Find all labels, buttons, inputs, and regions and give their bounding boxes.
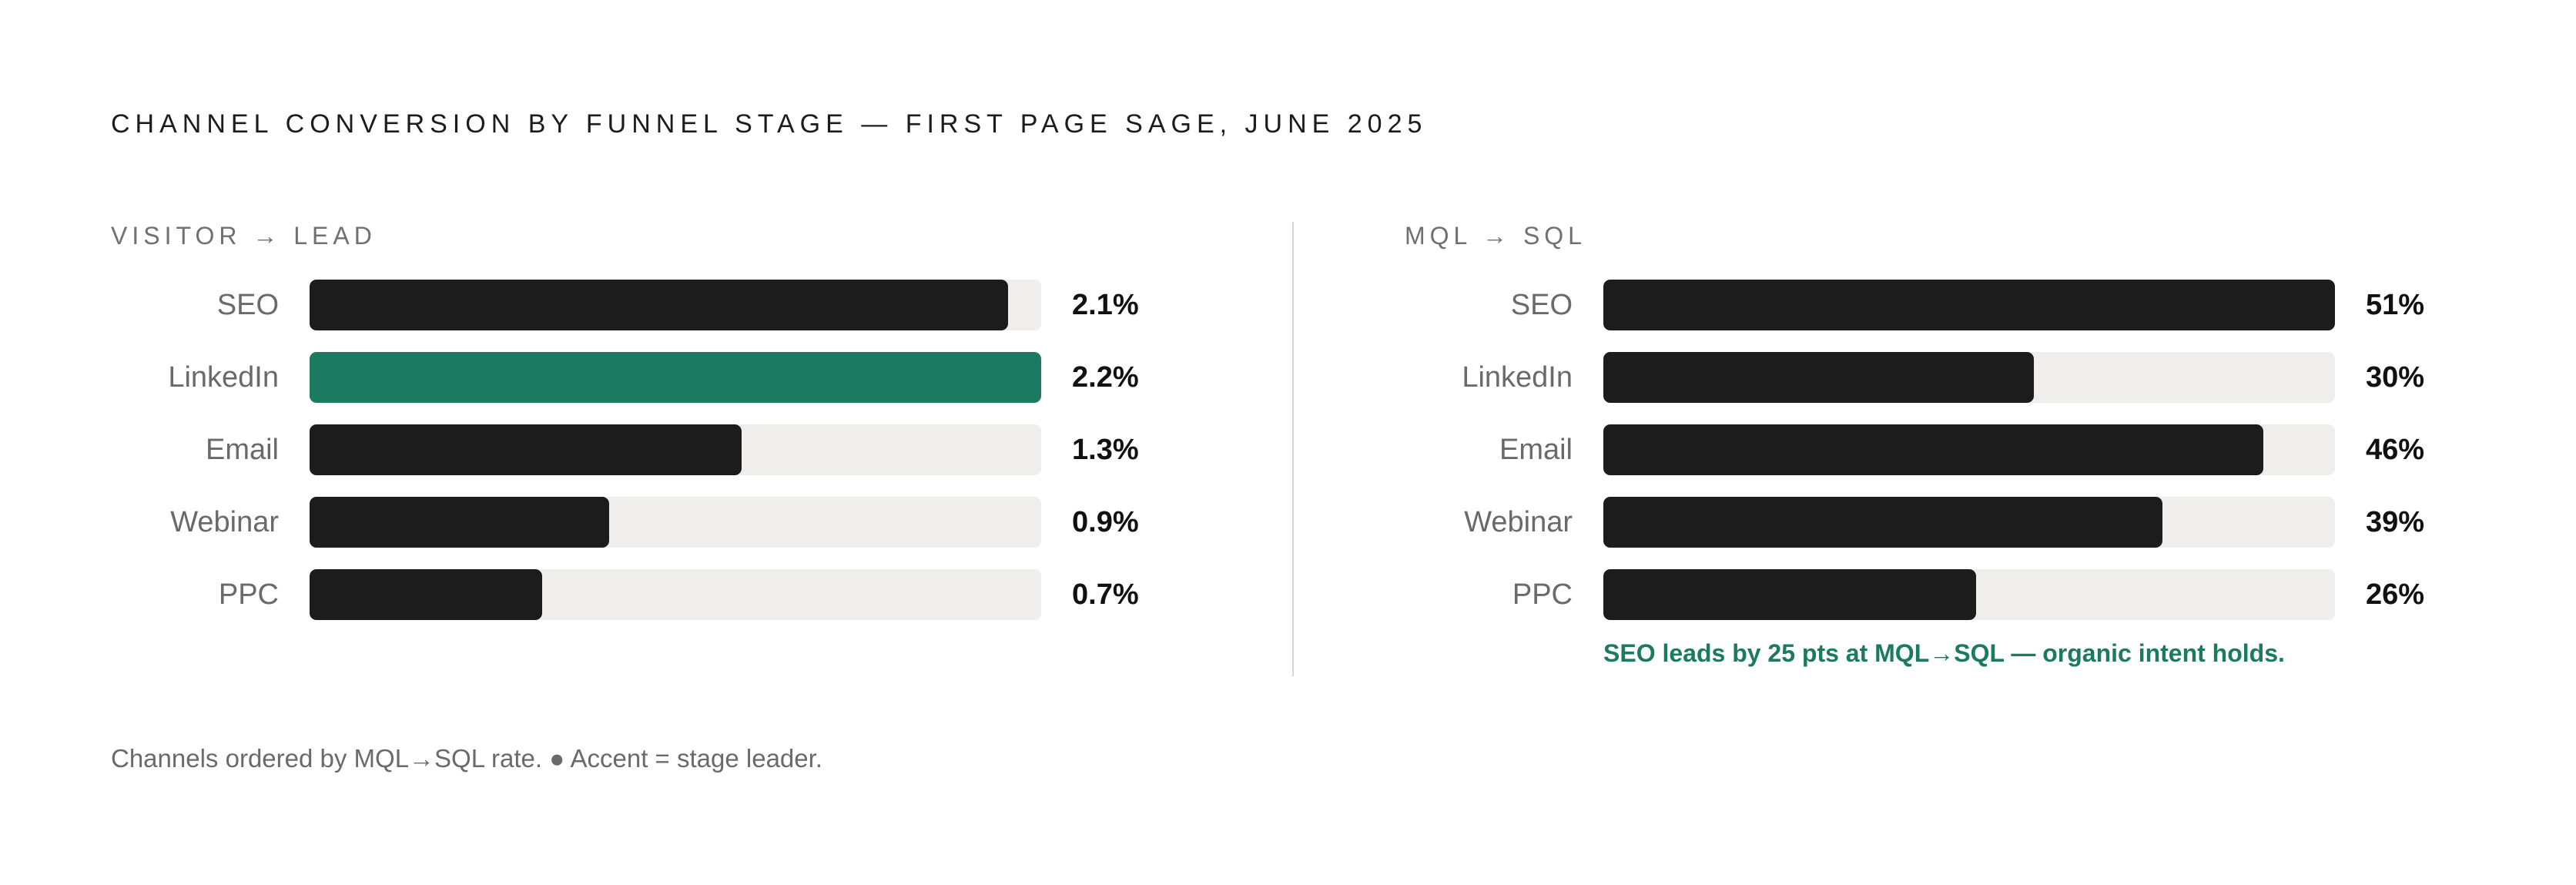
bar-email xyxy=(1603,424,2263,475)
bar-linkedin xyxy=(310,352,1041,403)
category-label: Email xyxy=(205,434,279,466)
bar-row: PPC 26% xyxy=(1405,569,2576,620)
panel-title-visitor-to-lead: VISITOR → LEAD xyxy=(111,222,377,250)
panel-mql-to-sql: MQL → SQL SEO 51% LinkedIn 30% Email 46% Webin… xyxy=(1405,222,2576,684)
bar-seo xyxy=(1603,280,2335,330)
bar-webinar xyxy=(310,497,609,548)
category-label: SEO xyxy=(1510,289,1573,321)
category-label: Webinar xyxy=(1464,506,1573,538)
bar-row: Webinar 39% xyxy=(1405,497,2576,548)
panel-visitor-to-lead: VISITOR → LEAD SEO 2.1% LinkedIn 2.2% Email 1… xyxy=(111,222,1312,684)
category-label: Email xyxy=(1499,434,1573,466)
bar-seo xyxy=(310,280,1008,330)
bar-track xyxy=(1603,497,2335,548)
bar-track xyxy=(1603,569,2335,620)
category-label: LinkedIn xyxy=(1462,361,1573,394)
category-label: SEO xyxy=(216,289,279,321)
chart-annotation: SEO leads by 25 pts at MQL→SQL — organic… xyxy=(1603,639,2285,667)
value-label: 46% xyxy=(2366,434,2425,466)
bar-row: Email 46% xyxy=(1405,424,2576,475)
bar-row: SEO 51% xyxy=(1405,280,2576,330)
bar-row: LinkedIn 30% xyxy=(1405,352,2576,403)
panel-title-mql-to-sql: MQL → SQL xyxy=(1405,222,1586,250)
category-label: PPC xyxy=(218,578,279,611)
bar-track xyxy=(310,569,1041,620)
value-label: 2.1% xyxy=(1072,289,1139,321)
value-label: 39% xyxy=(2366,506,2425,538)
bar-row: Webinar 0.9% xyxy=(111,497,1312,548)
bar-track xyxy=(310,352,1041,403)
value-label: 2.2% xyxy=(1072,361,1139,394)
value-label: 26% xyxy=(2366,578,2425,611)
value-label: 30% xyxy=(2366,361,2425,394)
value-label: 0.9% xyxy=(1072,506,1139,538)
footnote: Channels ordered by MQL→SQL rate. ● Acce… xyxy=(111,744,822,773)
bar-track xyxy=(1603,280,2335,330)
bar-row: SEO 2.1% xyxy=(111,280,1312,330)
value-label: 51% xyxy=(2366,289,2425,321)
bar-track xyxy=(310,497,1041,548)
bar-row: Email 1.3% xyxy=(111,424,1312,475)
chart-title: CHANNEL CONVERSION BY FUNNEL STAGE — FIR… xyxy=(111,109,1428,139)
category-label: PPC xyxy=(1512,578,1573,611)
bar-track xyxy=(1603,424,2335,475)
category-label: Webinar xyxy=(170,506,279,538)
panel-divider xyxy=(1292,222,1294,676)
category-label: LinkedIn xyxy=(168,361,279,394)
bar-linkedin xyxy=(1603,352,2034,403)
bar-row: LinkedIn 2.2% xyxy=(111,352,1312,403)
value-label: 1.3% xyxy=(1072,434,1139,466)
value-label: 0.7% xyxy=(1072,578,1139,611)
bar-ppc xyxy=(310,569,542,620)
bar-row: PPC 0.7% xyxy=(111,569,1312,620)
bar-webinar xyxy=(1603,497,2162,548)
bar-track xyxy=(310,424,1041,475)
bar-track xyxy=(1603,352,2335,403)
bar-track xyxy=(310,280,1041,330)
bar-email xyxy=(310,424,742,475)
bar-ppc xyxy=(1603,569,1976,620)
